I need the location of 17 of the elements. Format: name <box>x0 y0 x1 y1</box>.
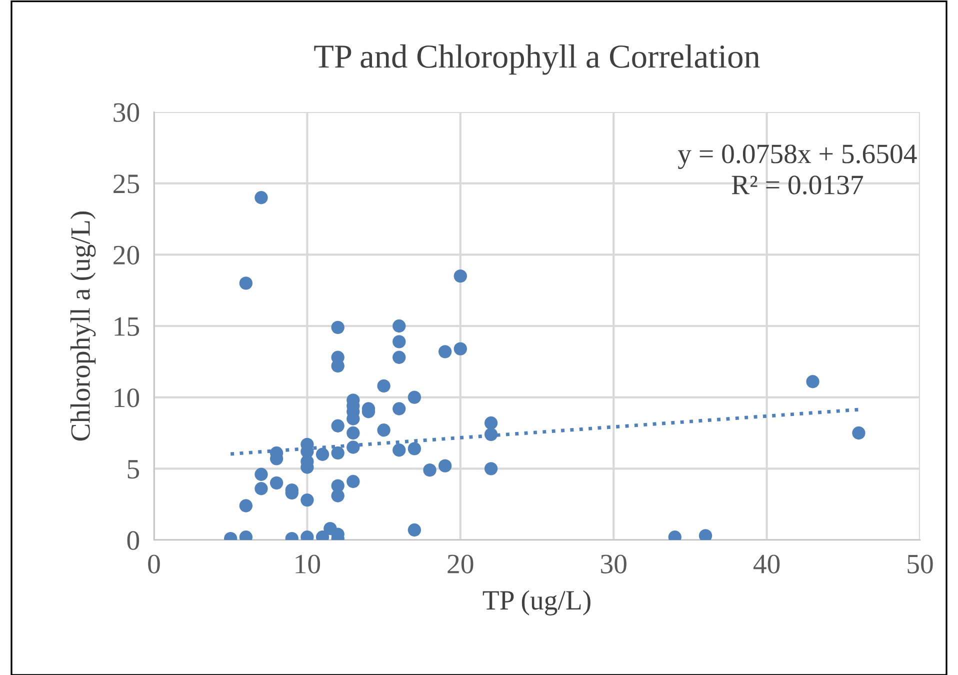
y-tick-label: 10 <box>114 388 140 408</box>
x-tick-label: 50 <box>908 554 933 574</box>
x-axis-title: TP (ug/L) <box>482 590 590 616</box>
x-tick-label: 20 <box>448 554 474 574</box>
y-tick-label: 20 <box>114 246 140 265</box>
y-tick-label: 15 <box>114 317 140 336</box>
x-tick-label: 30 <box>601 554 626 574</box>
x-tick-label: 40 <box>753 554 780 574</box>
annotation: y = 0.0758x + 5.6504 R² = 0.0137 <box>678 144 917 194</box>
y-tick-label: 0 <box>127 531 140 550</box>
x-tick-label: 10 <box>296 554 320 574</box>
y-tick-label: 5 <box>128 460 140 479</box>
y-axis-title: Chlorophyll a (ug/L) <box>70 211 96 441</box>
y-tick-label: 30 <box>114 103 140 122</box>
chart-title: TP and Chlorophyll a Correlation <box>314 44 760 75</box>
x-tick-label: 0 <box>148 554 160 574</box>
y-tick-label: 25 <box>114 174 140 194</box>
